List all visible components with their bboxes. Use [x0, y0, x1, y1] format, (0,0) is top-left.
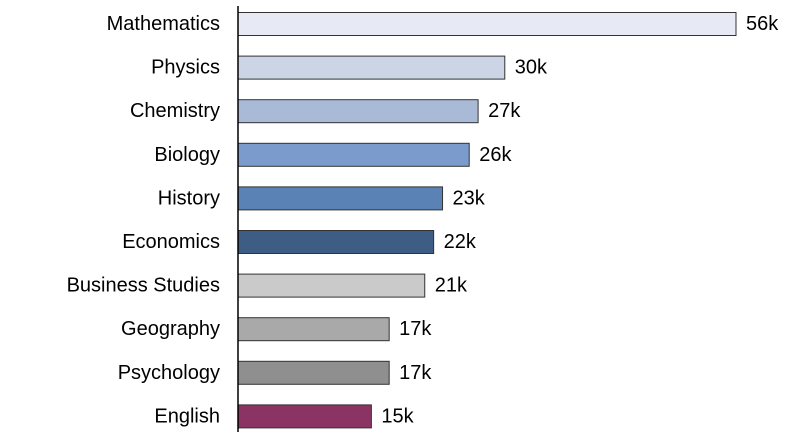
bar-psychology	[237, 360, 390, 385]
bar-geography	[237, 317, 390, 342]
category-label: Economics	[122, 231, 220, 253]
bar-chemistry	[237, 99, 479, 124]
bar-business-studies	[237, 273, 426, 298]
value-label: 23k	[453, 187, 486, 209]
value-label: 17k	[399, 318, 432, 340]
category-label: Physics	[151, 57, 220, 79]
bar-mathematics	[237, 12, 737, 36]
value-label: 15k	[381, 405, 414, 427]
bar-history	[237, 186, 444, 211]
category-label: English	[154, 405, 220, 427]
category-label: Geography	[121, 318, 220, 340]
value-label: 27k	[488, 100, 521, 122]
category-label: Biology	[154, 144, 220, 166]
category-label: Mathematics	[107, 13, 220, 35]
bar-biology	[237, 142, 470, 167]
category-label: Business Studies	[67, 275, 220, 297]
category-label: History	[158, 187, 220, 209]
value-label: 26k	[479, 144, 512, 166]
value-label: 21k	[435, 275, 468, 297]
value-label: 22k	[444, 231, 477, 253]
bar-english	[237, 404, 372, 429]
value-label: 56k	[746, 13, 779, 35]
bar-economics	[237, 230, 435, 254]
category-label: Chemistry	[130, 100, 220, 122]
value-label: 17k	[399, 362, 432, 384]
bar-physics	[237, 55, 506, 80]
value-label: 30k	[515, 57, 548, 79]
category-label: Psychology	[118, 362, 220, 384]
bars-group: Mathematics 56k Physics 30k Chemistry 27k Biol…	[67, 12, 779, 429]
